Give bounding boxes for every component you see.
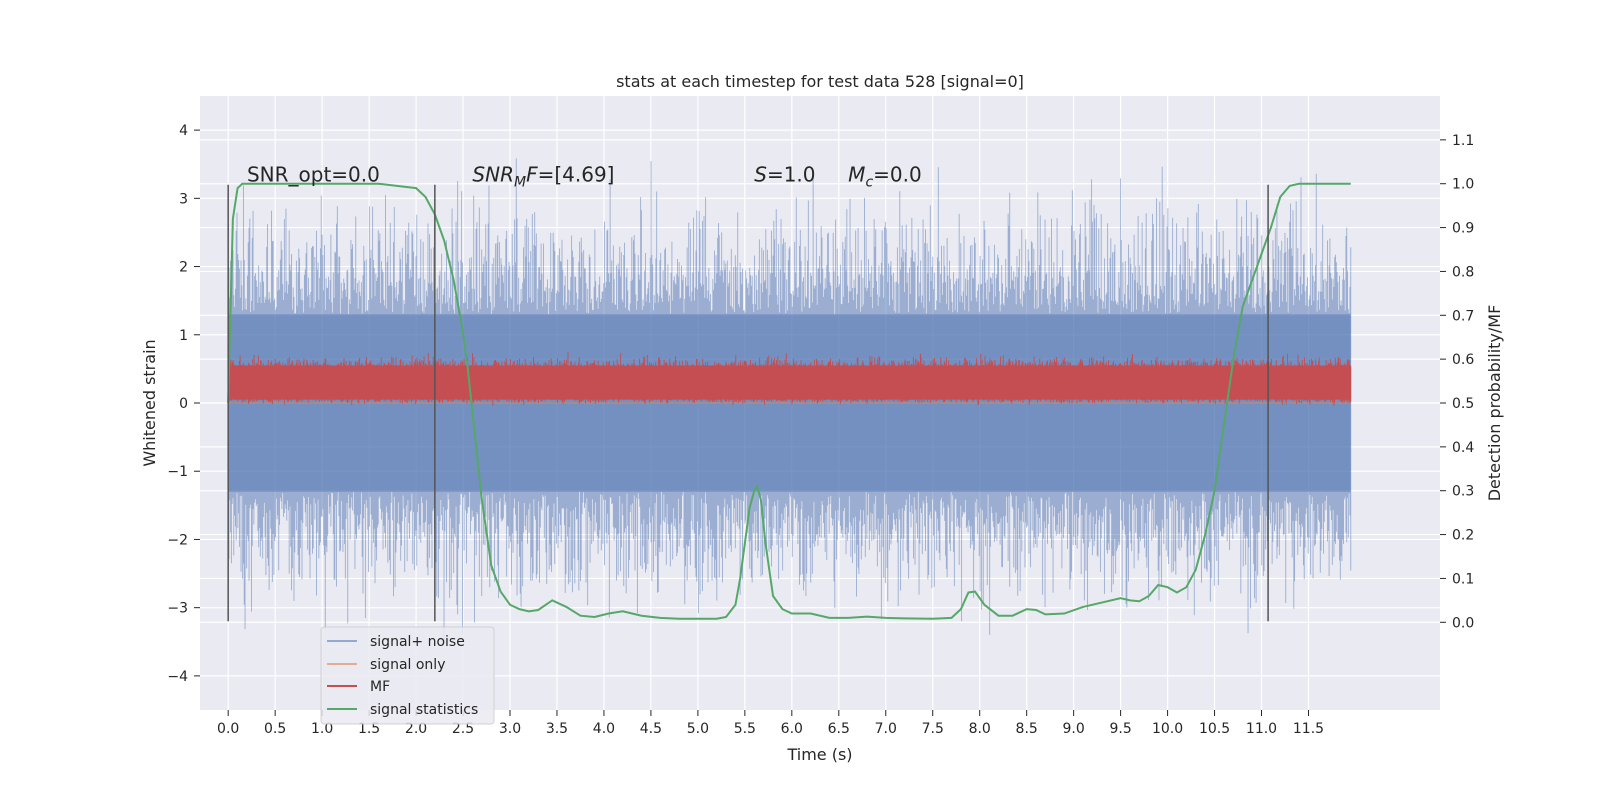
annotation-3: Mc=0.0	[848, 162, 922, 190]
x-tick-label: 8.5	[1016, 721, 1038, 737]
y2-tick-label: 0.6	[1452, 352, 1474, 368]
legend-label-signal-noise: signal+ noise	[370, 634, 465, 650]
x-tick-label: 0.5	[264, 721, 286, 737]
series-layer	[227, 158, 1352, 642]
y-tick-label: −3	[167, 601, 188, 617]
y2-tick-label: 0.5	[1452, 396, 1474, 412]
legend-label-signal-statistics: signal statistics	[370, 702, 478, 718]
y-tick-label: 4	[179, 123, 188, 139]
chart-title: stats at each timestep for test data 528…	[616, 72, 1024, 91]
x-tick-label: 10.0	[1152, 721, 1183, 737]
x-tick-label: 4.5	[640, 721, 662, 737]
legend-label-signal-only: signal only	[370, 657, 445, 673]
x-tick-label: 11.5	[1293, 721, 1324, 737]
vlines	[227, 184, 1269, 622]
legend-box	[320, 626, 495, 725]
y-tick-label: −2	[167, 532, 188, 548]
x-tick-label: 8.0	[969, 721, 991, 737]
y-tick-label: 3	[179, 191, 188, 207]
y2-tick-label: 0.3	[1452, 484, 1474, 500]
y-axis-label: Whitened strain	[140, 339, 159, 466]
annotation-2: S=1.0	[754, 162, 815, 186]
x-tick-label: 3.0	[499, 721, 521, 737]
y2-tick-label: 0.4	[1452, 440, 1474, 456]
y2-tick-label: 0.9	[1452, 221, 1474, 237]
x-tick-label: 7.5	[922, 721, 944, 737]
y-tick-label: 2	[179, 260, 188, 276]
x-tick-label: 9.5	[1109, 721, 1131, 737]
y2-tick-label: 0.0	[1452, 615, 1474, 631]
annotation-part: =0.0	[873, 162, 922, 186]
y-axis-right-label: Detection probability/MF	[1485, 305, 1504, 502]
annotation-1: SNRMF=[4.69]	[472, 162, 614, 190]
annotation-part: SNR	[472, 162, 514, 186]
x-tick-label: 2.0	[405, 721, 427, 737]
axes: 0.0 0.5 1.0 1.5 2.0 2.5 3.0 3.5 4.0 4.5 5.0 5.5 6.0 6…	[167, 123, 1474, 737]
legend-label-mf: MF	[370, 679, 390, 695]
y2-tick-label: 1.0	[1452, 177, 1474, 193]
x-tick-label: 9.0	[1063, 721, 1085, 737]
x-tick-label: 5.0	[687, 721, 709, 737]
annotation-part: M	[514, 174, 526, 190]
x-tick-label: 5.5	[734, 721, 756, 737]
x-tick-label: 1.0	[311, 721, 333, 737]
y2-tick-label: 0.8	[1452, 264, 1474, 280]
annotations: SNR_opt=0.0 SNRMF=[4.69] S=1.0 Mc=0.0	[247, 162, 922, 190]
x-tick-label: 7.0	[875, 721, 897, 737]
x-axis-label: Time (s)	[786, 745, 852, 764]
legend: signal+ noise signal only MF signal stat…	[320, 626, 495, 725]
x-tick-label: 0.0	[217, 721, 239, 737]
y2-tick-label: 0.2	[1452, 528, 1474, 544]
y2-tick-label: 0.1	[1452, 571, 1474, 587]
x-tick-label: 2.5	[452, 721, 474, 737]
annotation-part: SNR_opt=0.0	[247, 162, 380, 186]
x-tick-label: 10.5	[1199, 721, 1230, 737]
y2-tick-label: 1.1	[1452, 133, 1474, 149]
y-tick-label: 1	[179, 328, 188, 344]
annotation-part: M	[848, 162, 865, 186]
y-tick-label: 0	[179, 396, 188, 412]
y2-tick-label: 0.7	[1452, 308, 1474, 324]
y-tick-label: −1	[167, 464, 188, 480]
signal-statistics-line	[227, 182, 1351, 620]
annotation-part: F	[526, 162, 538, 186]
annotation-part: =[4.69]	[538, 162, 615, 186]
x-tick-label: 1.5	[358, 721, 380, 737]
x-tick-label: 11.0	[1246, 721, 1277, 737]
annotation-part: =1.0	[767, 162, 816, 186]
annotation-part: S	[754, 162, 767, 186]
annotation-part: c	[865, 174, 873, 190]
x-tick-label: 6.0	[781, 721, 803, 737]
x-tick-label: 3.5	[546, 721, 568, 737]
x-tick-label: 4.0	[593, 721, 615, 737]
x-tick-label: 6.5	[828, 721, 850, 737]
y-tick-label: −4	[167, 669, 188, 685]
annotation-0: SNR_opt=0.0	[247, 162, 380, 186]
